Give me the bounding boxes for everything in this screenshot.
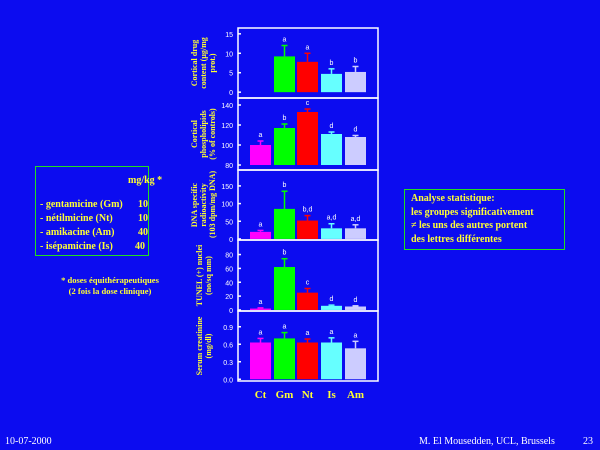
bar-am: [345, 228, 366, 239]
y-tick-label: 0: [229, 308, 233, 315]
page-number: 23: [583, 436, 593, 447]
bar-am: [345, 348, 366, 380]
legend-item-dose: 10: [138, 199, 148, 210]
bar-gm: [274, 338, 295, 380]
significance-letter: b: [330, 60, 334, 67]
significance-letter: a: [306, 44, 310, 51]
dose-legend-box: mg/kg * - gentamicine (Gm) 10 - nétilmic…: [35, 166, 162, 256]
significance-letter: a,d: [327, 215, 337, 222]
y-tick-label: 20: [225, 294, 233, 301]
legend-item-label: - nétilmicine (Nt): [40, 213, 113, 224]
x-category-label: Is: [327, 389, 336, 401]
significance-letter: b,d: [303, 207, 313, 214]
y-tick-label: 0.9: [223, 325, 233, 332]
significance-letter: d: [330, 123, 334, 130]
significance-letter: a,d: [351, 216, 361, 223]
bar-is: [321, 134, 342, 165]
bar-ct: [250, 342, 271, 380]
y-tick-label: 100: [221, 143, 233, 150]
bar-ct: [250, 308, 271, 310]
y-tick-label: 10: [225, 51, 233, 58]
y-tick-label: 80: [225, 163, 233, 170]
y-tick-label: 0.3: [223, 360, 233, 367]
legend-item-dose: 10: [138, 213, 148, 224]
significance-letter: d: [330, 296, 334, 303]
significance-letter: a: [259, 221, 263, 228]
footer-author: M. El Mousedden, UCL, Brussels: [419, 436, 555, 447]
significance-letter: b: [283, 115, 287, 122]
bar-is: [321, 228, 342, 239]
bar-gm: [274, 56, 295, 93]
stats-line: les groupes significativement: [411, 206, 534, 218]
bar-nt: [297, 61, 318, 93]
panel-frame: [237, 310, 379, 382]
bar-nt: [297, 342, 318, 380]
bar-nt: [297, 220, 318, 239]
significance-letter: a: [259, 329, 263, 336]
significance-letter: d: [354, 127, 358, 134]
significance-letter: a: [330, 329, 334, 336]
significance-letter: a: [259, 132, 263, 139]
stats-line: ≠ les uns des autres portent: [411, 220, 528, 231]
bar-gm: [274, 267, 295, 310]
legend-item-label: - gentamicine (Gm): [40, 199, 123, 210]
bar-gm: [274, 208, 295, 239]
legend-item-dose: 40: [138, 227, 148, 238]
bar-is: [321, 73, 342, 93]
y-tick-label: 140: [221, 103, 233, 110]
x-category-label: Nt: [302, 389, 314, 401]
bar-is: [321, 305, 342, 310]
y-tick-label: 15: [225, 32, 233, 39]
significance-letter: d: [354, 297, 358, 304]
y-tick-label: 0: [229, 237, 233, 244]
bar-am: [345, 137, 366, 165]
significance-letter: a: [283, 324, 287, 331]
y-tick-label: 120: [221, 123, 233, 130]
note-line: (2 fois la dose clinique): [68, 286, 152, 296]
x-category-label: Ct: [255, 389, 267, 401]
significance-letter: a: [306, 330, 310, 337]
statistics-box: Analyse statistique: les groupes signifi…: [404, 189, 565, 250]
y-tick-label: 100: [221, 202, 233, 209]
y-tick-label: 60: [225, 266, 233, 273]
significance-letter: b: [354, 58, 358, 65]
bar-nt: [297, 112, 318, 165]
stats-line: des lettres différentes: [411, 233, 502, 245]
significance-letter: a: [354, 332, 358, 339]
bar-is: [321, 342, 342, 380]
bar-ct: [250, 145, 271, 165]
y-tick-label: 0: [229, 90, 233, 97]
significance-letter: a: [283, 37, 287, 44]
bar-am: [345, 71, 366, 93]
footer-date: 10-07-2000: [5, 436, 52, 447]
legend-item-label: - amikacine (Am): [40, 227, 115, 238]
note-line: * doses équithérapeutiques: [61, 275, 159, 285]
dose-unit-header: mg/kg *: [128, 175, 163, 186]
y-tick-label: 5: [229, 71, 233, 78]
legend-item-dose: 40: [135, 241, 145, 252]
y-tick-label: 0.0: [223, 377, 233, 384]
y-tick-label: 50: [225, 219, 233, 226]
legend-item-label: - isépamicine (Is): [40, 241, 113, 252]
y-tick-label: 0.6: [223, 342, 233, 349]
y-tick-label: 80: [225, 253, 233, 260]
y-tick-label: 150: [221, 184, 233, 191]
y-tick-label: 40: [225, 280, 233, 287]
stats-line: Analyse statistique:: [411, 193, 495, 204]
bar-gm: [274, 128, 295, 165]
significance-letter: b: [283, 250, 287, 257]
significance-letter: b: [283, 182, 287, 189]
significance-letter: c: [306, 100, 310, 107]
bar-am: [345, 306, 366, 310]
x-category-label: Am: [347, 389, 364, 401]
bar-nt: [297, 292, 318, 310]
x-category-label: Gm: [276, 389, 294, 401]
dose-note: * doses équithérapeutiques (2 fois la do…: [40, 275, 180, 297]
significance-letter: c: [306, 279, 310, 286]
significance-letter: a: [259, 299, 263, 306]
bar-ct: [250, 231, 271, 239]
